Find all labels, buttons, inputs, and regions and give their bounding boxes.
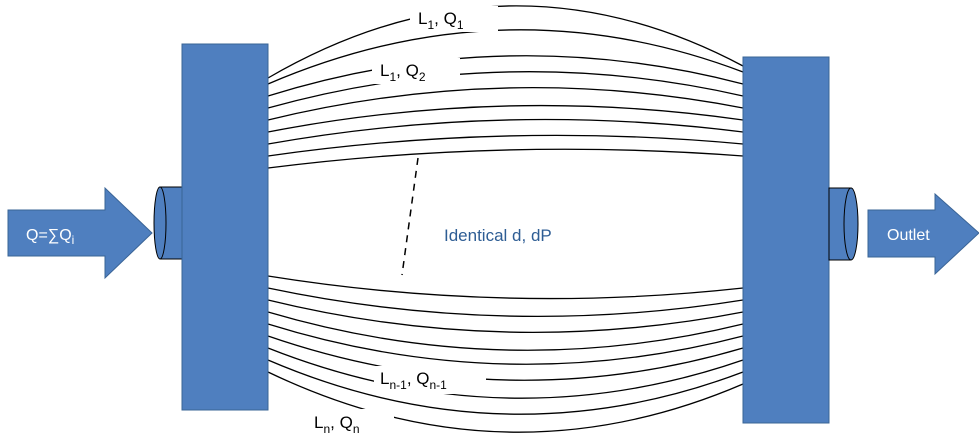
tube-line [267,29,744,85]
tube-line [267,323,744,365]
tube-line [267,275,744,300]
outlet-label: Outlet [887,227,930,244]
tube-line [267,359,744,415]
tube-line [267,335,744,381]
tube-label-n: Ln, Qn [314,413,360,436]
inlet-label: Q=∑Qi [26,227,74,247]
inlet-pipe-end [153,186,167,260]
tube-line [267,55,744,97]
tube-line [267,5,744,79]
tube-line [267,87,744,121]
tube-line [267,118,744,145]
outlet-pipe-end [843,187,859,261]
tube-line [267,104,744,133]
tube-label-1: L1, Q1 [418,9,464,32]
identical-note: Identical d, dP [444,226,552,245]
inlet-arrow [7,186,153,280]
tube-line [267,71,744,109]
outlet-manifold [742,56,830,424]
tube-line [267,371,744,433]
tube-label-n-1: Ln-1, Qn-1 [380,369,447,392]
outlet-arrow [867,192,979,276]
tube-line [267,299,744,333]
inlet-manifold [181,43,269,411]
tube-line [267,148,744,169]
tube-line [267,311,744,351]
tube-line [267,287,744,318]
ellipsis-dashed-line [401,157,419,276]
tube-line [267,134,744,157]
tube-bundle [267,5,744,433]
tube-label-2: L1, Q2 [380,61,426,84]
tube-line [267,347,744,399]
